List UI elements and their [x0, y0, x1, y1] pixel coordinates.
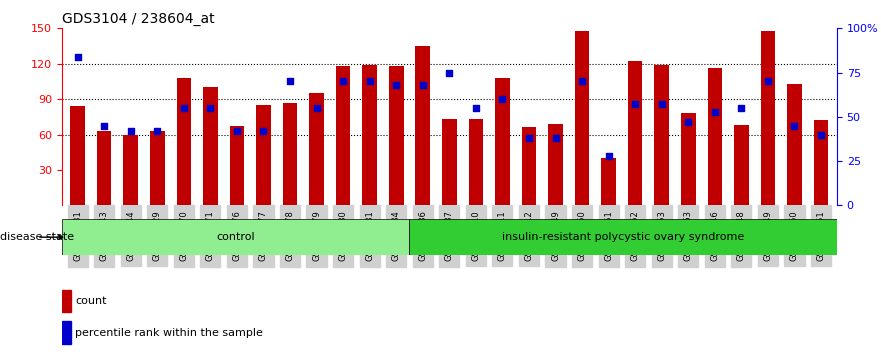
Point [309, 105, 323, 111]
Bar [123, 135, 138, 205]
Point [256, 128, 270, 134]
Point [389, 82, 403, 88]
Bar [469, 119, 483, 205]
Point [416, 82, 430, 88]
Bar [416, 46, 430, 205]
Text: GDS3104 / 238604_at: GDS3104 / 238604_at [62, 12, 214, 26]
FancyBboxPatch shape [62, 219, 409, 255]
Point [204, 105, 218, 111]
Point [814, 132, 828, 137]
Point [655, 102, 669, 107]
Bar [150, 131, 165, 205]
Point [602, 153, 616, 159]
Point [575, 79, 589, 84]
Bar [655, 65, 669, 205]
Point [522, 135, 536, 141]
Bar [495, 78, 510, 205]
Text: count: count [75, 296, 107, 306]
Point [97, 123, 111, 129]
Bar [62, 290, 71, 312]
Text: insulin-resistant polycystic ovary syndrome: insulin-resistant polycystic ovary syndr… [502, 232, 744, 242]
Point [70, 54, 85, 59]
Point [628, 102, 642, 107]
Bar [548, 124, 563, 205]
Bar [389, 66, 403, 205]
Bar [681, 113, 696, 205]
Point [681, 119, 695, 125]
Bar [628, 61, 642, 205]
Point [177, 105, 191, 111]
Point [336, 79, 350, 84]
Point [363, 79, 377, 84]
Point [469, 105, 483, 111]
Point [761, 79, 775, 84]
Bar [814, 120, 828, 205]
Point [707, 109, 722, 114]
Point [735, 105, 749, 111]
Bar [283, 103, 297, 205]
Point [549, 135, 563, 141]
Bar [602, 158, 616, 205]
Bar [176, 78, 191, 205]
Bar [734, 125, 749, 205]
Bar [574, 31, 589, 205]
Bar [336, 66, 351, 205]
Point [123, 128, 137, 134]
Bar [442, 119, 456, 205]
Bar [256, 105, 270, 205]
Text: disease state: disease state [0, 232, 74, 242]
Bar [70, 106, 85, 205]
Bar [230, 126, 244, 205]
Bar [522, 127, 537, 205]
Bar [97, 131, 112, 205]
FancyBboxPatch shape [409, 219, 837, 255]
Bar [760, 31, 775, 205]
Point [283, 79, 297, 84]
Text: control: control [216, 232, 255, 242]
Point [150, 128, 164, 134]
Point [230, 128, 244, 134]
Bar [203, 87, 218, 205]
Point [442, 70, 456, 75]
Point [495, 96, 509, 102]
Bar [309, 93, 324, 205]
Bar [62, 321, 71, 344]
Bar [787, 84, 802, 205]
Text: percentile rank within the sample: percentile rank within the sample [75, 328, 263, 338]
Point [788, 123, 802, 129]
Bar [707, 68, 722, 205]
Bar [362, 65, 377, 205]
